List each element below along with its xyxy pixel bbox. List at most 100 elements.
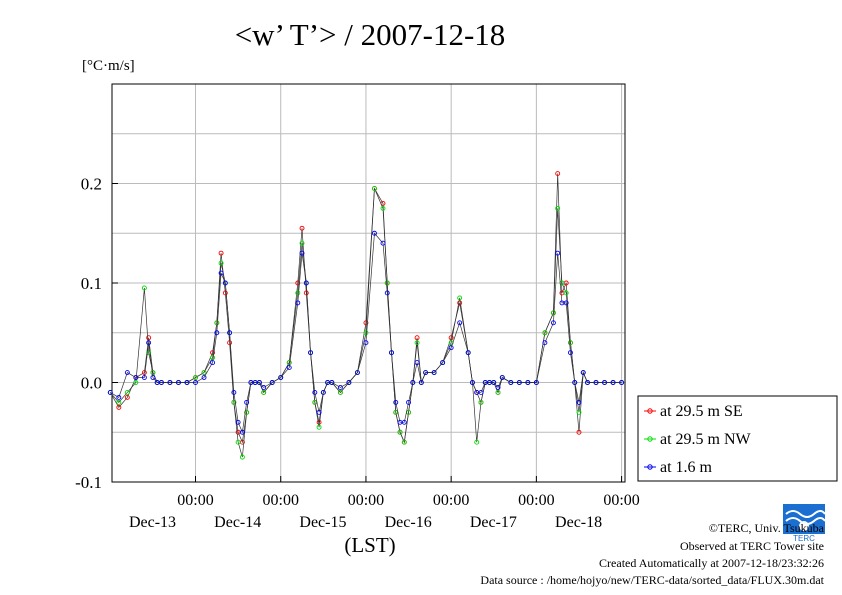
data-point bbox=[418, 380, 424, 385]
y-axis-label: [°C·m/s] bbox=[82, 58, 135, 74]
observed-text: Observed at TERC Tower site bbox=[679, 539, 824, 553]
data-point bbox=[585, 380, 590, 385]
data-point bbox=[457, 300, 463, 306]
data-point bbox=[158, 380, 164, 385]
data-point bbox=[210, 350, 216, 356]
y-tick-label: 0.0 bbox=[81, 374, 102, 393]
data-point bbox=[576, 409, 582, 415]
data-point bbox=[478, 390, 484, 395]
legend-marker bbox=[647, 464, 653, 470]
data-point bbox=[389, 350, 394, 356]
x-tick-time-label: 00:00 bbox=[177, 492, 213, 509]
data-point bbox=[141, 370, 147, 375]
data-point bbox=[491, 380, 497, 385]
data-point bbox=[563, 290, 569, 296]
data-point bbox=[150, 375, 156, 380]
data-point bbox=[316, 419, 322, 425]
y-tick-label: 0.2 bbox=[81, 175, 102, 194]
data-point bbox=[269, 380, 275, 385]
y-axis-ticks: -0.1 0.0 0.1 0.2 bbox=[75, 175, 118, 492]
data-point bbox=[337, 390, 343, 395]
data-point bbox=[397, 429, 403, 435]
data-point bbox=[193, 380, 198, 385]
data-point bbox=[214, 320, 220, 326]
x-tick-time-label: 00:00 bbox=[518, 492, 554, 509]
data-point bbox=[508, 380, 514, 385]
legend-marker bbox=[647, 408, 653, 414]
data-point bbox=[286, 360, 292, 366]
data-point bbox=[227, 330, 233, 336]
data-point bbox=[572, 380, 578, 385]
data-point bbox=[299, 225, 305, 231]
data-point bbox=[533, 380, 539, 385]
legend-label: at 29.5 m NW bbox=[660, 431, 752, 448]
data-point bbox=[414, 340, 420, 346]
data-point bbox=[176, 380, 181, 385]
data-point bbox=[235, 419, 241, 425]
series-2 bbox=[107, 230, 625, 435]
legend-label: at 1.6 m bbox=[660, 459, 713, 476]
chart-title: <w’ T’> / 2007-12-18 bbox=[235, 17, 506, 52]
data-point bbox=[542, 330, 548, 336]
data-point bbox=[550, 310, 556, 316]
data-point bbox=[150, 370, 156, 375]
data-point bbox=[525, 380, 531, 385]
data-point bbox=[363, 340, 369, 346]
data-point bbox=[431, 370, 437, 375]
data-point bbox=[337, 385, 343, 390]
data-point bbox=[580, 370, 586, 375]
data-point bbox=[295, 290, 301, 296]
x-tick-date-label: Dec-15 bbox=[299, 514, 346, 531]
data-point bbox=[384, 290, 390, 296]
data-point bbox=[474, 439, 480, 445]
data-point bbox=[235, 439, 241, 445]
data-point bbox=[193, 375, 198, 380]
data-point bbox=[516, 380, 522, 385]
data-point bbox=[141, 375, 147, 380]
data-point bbox=[440, 360, 446, 366]
data-point bbox=[448, 335, 454, 341]
data-point bbox=[210, 355, 216, 361]
x-tick-date-label: Dec-17 bbox=[470, 514, 517, 531]
x-tick-date-label: Dec-14 bbox=[214, 514, 261, 531]
data-point bbox=[312, 390, 318, 395]
data-point bbox=[303, 280, 309, 286]
data-point bbox=[231, 390, 237, 395]
x-axis-ticks: 00:00Dec-1300:00Dec-1400:00Dec-1500:00De… bbox=[129, 476, 640, 531]
data-point bbox=[201, 375, 207, 380]
data-point bbox=[470, 380, 475, 385]
data-point bbox=[478, 399, 484, 405]
data-point bbox=[218, 250, 224, 256]
x-tick-time-label: 00:00 bbox=[433, 492, 469, 509]
data-point bbox=[380, 240, 386, 246]
data-point bbox=[299, 250, 305, 256]
data-point bbox=[214, 330, 220, 336]
x-tick-date-label: Dec-18 bbox=[555, 514, 602, 531]
data-point bbox=[320, 390, 326, 395]
data-point bbox=[555, 205, 561, 211]
legend-label: at 29.5 m SE bbox=[660, 403, 743, 420]
data-point bbox=[278, 375, 284, 380]
data-point bbox=[308, 350, 314, 356]
data-point bbox=[406, 399, 412, 405]
data-point bbox=[495, 390, 501, 395]
data-point bbox=[380, 205, 386, 211]
data-point bbox=[495, 385, 501, 390]
copyright-text: ©TERC, Univ. Tsukuba bbox=[708, 521, 824, 535]
data-point bbox=[299, 240, 305, 246]
data-point bbox=[146, 335, 152, 341]
data-point bbox=[401, 419, 407, 425]
data-point bbox=[448, 345, 454, 351]
data-point bbox=[210, 360, 216, 366]
x-tick-date-label: Dec-13 bbox=[129, 514, 176, 531]
data-point bbox=[555, 171, 561, 177]
data-point bbox=[568, 340, 573, 346]
data-point bbox=[244, 409, 250, 415]
data-point bbox=[303, 290, 309, 296]
data-point bbox=[499, 375, 505, 380]
data-point bbox=[133, 375, 139, 380]
x-axis-label: (LST) bbox=[344, 533, 395, 557]
data-point bbox=[261, 390, 267, 395]
data-point bbox=[261, 385, 267, 390]
